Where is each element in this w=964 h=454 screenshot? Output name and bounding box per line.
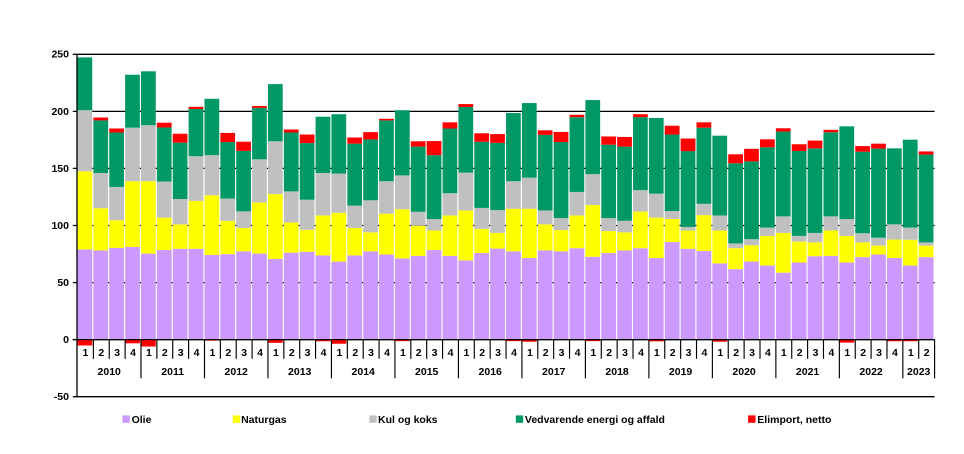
svg-text:1: 1 — [336, 347, 342, 359]
svg-text:2019: 2019 — [669, 366, 693, 378]
svg-text:Elimport, netto: Elimport, netto — [757, 414, 831, 426]
svg-text:200: 200 — [51, 106, 69, 118]
svg-text:2: 2 — [162, 347, 168, 359]
svg-text:2018: 2018 — [605, 366, 629, 378]
svg-text:4: 4 — [321, 347, 327, 359]
svg-text:-50: -50 — [54, 391, 69, 403]
svg-text:2014: 2014 — [352, 366, 376, 378]
svg-text:3: 3 — [114, 347, 120, 359]
svg-text:4: 4 — [575, 347, 581, 359]
svg-text:1: 1 — [273, 347, 279, 359]
svg-text:1: 1 — [82, 347, 88, 359]
svg-text:2: 2 — [352, 347, 358, 359]
svg-text:2020: 2020 — [732, 366, 756, 378]
svg-text:3: 3 — [178, 347, 184, 359]
svg-text:1: 1 — [463, 347, 469, 359]
svg-text:2015: 2015 — [415, 366, 439, 378]
svg-text:4: 4 — [194, 347, 200, 359]
svg-text:2: 2 — [860, 347, 866, 359]
svg-text:2021: 2021 — [796, 366, 820, 378]
svg-text:2013: 2013 — [288, 366, 312, 378]
svg-text:100: 100 — [51, 220, 69, 232]
svg-text:3: 3 — [686, 347, 692, 359]
svg-text:1: 1 — [209, 347, 215, 359]
svg-text:2: 2 — [479, 347, 485, 359]
svg-text:2022: 2022 — [859, 366, 883, 378]
svg-text:2017: 2017 — [542, 366, 566, 378]
svg-text:2023: 2023 — [907, 366, 931, 378]
svg-text:1: 1 — [400, 347, 406, 359]
svg-text:Naturgas: Naturgas — [241, 414, 287, 426]
svg-text:4: 4 — [448, 347, 454, 359]
svg-text:1: 1 — [844, 347, 850, 359]
svg-text:4: 4 — [828, 347, 834, 359]
svg-text:2: 2 — [797, 347, 803, 359]
svg-text:4: 4 — [638, 347, 644, 359]
svg-text:3: 3 — [749, 347, 755, 359]
svg-text:3: 3 — [368, 347, 374, 359]
svg-text:2011: 2011 — [161, 366, 184, 378]
svg-text:4: 4 — [384, 347, 390, 359]
svg-text:4: 4 — [765, 347, 771, 359]
svg-text:Vedvarende energi og affald: Vedvarende energi og affald — [525, 414, 665, 426]
svg-text:2012: 2012 — [225, 366, 249, 378]
svg-text:50: 50 — [57, 277, 69, 289]
svg-text:1: 1 — [527, 347, 533, 359]
svg-text:4: 4 — [701, 347, 707, 359]
svg-text:2: 2 — [733, 347, 739, 359]
svg-text:1: 1 — [781, 347, 787, 359]
svg-text:4: 4 — [130, 347, 136, 359]
svg-text:3: 3 — [241, 347, 247, 359]
svg-text:2: 2 — [670, 347, 676, 359]
svg-text:2: 2 — [924, 347, 930, 359]
svg-text:150: 150 — [51, 163, 69, 175]
svg-text:2: 2 — [289, 347, 295, 359]
svg-text:4: 4 — [257, 347, 263, 359]
svg-text:2: 2 — [98, 347, 104, 359]
svg-text:2016: 2016 — [479, 366, 503, 378]
svg-text:0: 0 — [63, 334, 69, 346]
svg-text:2: 2 — [606, 347, 612, 359]
svg-text:4: 4 — [511, 347, 517, 359]
svg-text:3: 3 — [622, 347, 628, 359]
svg-text:2: 2 — [543, 347, 549, 359]
svg-text:3: 3 — [559, 347, 565, 359]
svg-text:1: 1 — [717, 347, 723, 359]
svg-text:1: 1 — [146, 347, 152, 359]
svg-text:3: 3 — [813, 347, 819, 359]
svg-text:2: 2 — [225, 347, 231, 359]
svg-text:Kul og koks: Kul og koks — [378, 414, 438, 426]
svg-text:250: 250 — [51, 49, 69, 61]
svg-text:1: 1 — [654, 347, 660, 359]
svg-text:3: 3 — [495, 347, 501, 359]
svg-text:4: 4 — [892, 347, 898, 359]
svg-text:3: 3 — [432, 347, 438, 359]
svg-text:2010: 2010 — [98, 366, 122, 378]
svg-text:3: 3 — [305, 347, 311, 359]
svg-text:2: 2 — [416, 347, 422, 359]
svg-text:3: 3 — [876, 347, 882, 359]
svg-text:1: 1 — [908, 347, 914, 359]
svg-text:1: 1 — [590, 347, 596, 359]
svg-text:Olie: Olie — [132, 414, 152, 426]
